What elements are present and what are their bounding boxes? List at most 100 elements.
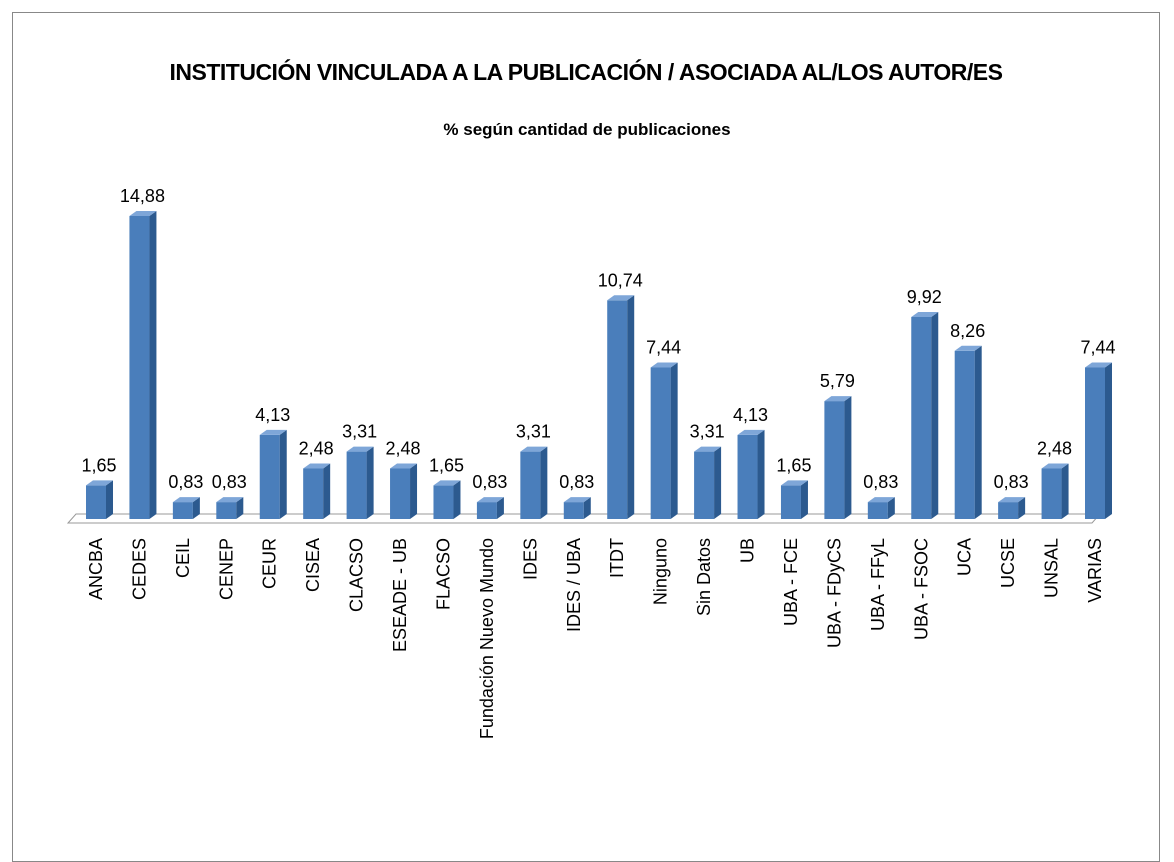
x-tick-label: CEUR bbox=[260, 538, 280, 589]
bar-top bbox=[607, 295, 635, 301]
x-tick-label: UBA - FCE bbox=[781, 538, 801, 626]
bar-front bbox=[780, 485, 801, 519]
bar bbox=[259, 429, 287, 519]
data-label: 2,48 bbox=[299, 439, 334, 459]
bar-top bbox=[694, 446, 722, 452]
bar-front bbox=[1085, 367, 1105, 519]
data-label: 10,74 bbox=[598, 270, 643, 290]
bar-front bbox=[998, 502, 1019, 519]
x-tick-label: CEDES bbox=[129, 538, 149, 600]
bar-side bbox=[670, 362, 678, 519]
bar-top bbox=[216, 497, 244, 503]
x-tick-label: Sin Datos bbox=[694, 538, 714, 616]
bar-top bbox=[867, 497, 895, 503]
bar-side bbox=[757, 429, 765, 519]
bar bbox=[954, 345, 982, 519]
bar-front bbox=[390, 468, 411, 519]
x-tick-label: UBA - FFyL bbox=[868, 538, 888, 631]
bar-side bbox=[149, 211, 157, 519]
bar bbox=[520, 446, 548, 519]
x-tick-label: Fundación Nuevo Mundo bbox=[477, 538, 497, 739]
bar-front bbox=[694, 451, 715, 519]
bar-top bbox=[259, 429, 287, 435]
bar-top bbox=[824, 396, 852, 402]
bar-top bbox=[780, 480, 808, 486]
bar bbox=[1085, 362, 1112, 519]
bar-front bbox=[954, 350, 975, 519]
bar bbox=[563, 497, 591, 519]
x-tick-label: UCSE bbox=[998, 538, 1018, 588]
data-label: 3,31 bbox=[516, 422, 551, 442]
bar-side bbox=[540, 446, 548, 519]
data-label: 0,83 bbox=[472, 472, 507, 492]
bar-side bbox=[410, 463, 418, 519]
bar-side bbox=[714, 446, 722, 519]
x-tick-label: IDES / UBA bbox=[564, 538, 584, 632]
data-label: 14,88 bbox=[120, 186, 165, 206]
x-tick-label: UNSAL bbox=[1042, 538, 1062, 598]
bar bbox=[737, 429, 765, 519]
x-tick-label: CENEP bbox=[216, 538, 236, 600]
bar-front bbox=[259, 434, 280, 519]
bar-side bbox=[496, 497, 504, 519]
data-label: 1,65 bbox=[776, 455, 811, 475]
bar-side bbox=[974, 345, 982, 519]
bar-top bbox=[954, 345, 982, 351]
data-label: 9,92 bbox=[907, 287, 942, 307]
x-tick-label: UB bbox=[738, 538, 758, 563]
bar-front bbox=[650, 367, 671, 519]
bar-side bbox=[931, 312, 939, 519]
data-label: 7,44 bbox=[1080, 338, 1115, 358]
bar-front bbox=[520, 451, 541, 519]
data-label: 7,44 bbox=[646, 338, 681, 358]
bar-top bbox=[911, 312, 939, 317]
x-tick-label: Ninguno bbox=[651, 538, 671, 605]
bar-top bbox=[998, 497, 1026, 503]
bar bbox=[303, 463, 331, 519]
bar-side bbox=[366, 446, 374, 519]
data-label: 2,48 bbox=[386, 439, 421, 459]
data-label: 3,31 bbox=[342, 422, 377, 442]
x-tick-label: UBA - FSOC bbox=[911, 538, 931, 640]
x-tick-label: ITDT bbox=[607, 538, 627, 578]
bar-front bbox=[563, 502, 584, 519]
data-label: 4,13 bbox=[255, 405, 290, 425]
data-label: 2,48 bbox=[1037, 439, 1072, 459]
bar-front bbox=[911, 317, 932, 519]
bar-side bbox=[800, 480, 808, 519]
data-label: 4,13 bbox=[733, 405, 768, 425]
bar-top bbox=[650, 362, 678, 368]
bar bbox=[650, 362, 678, 519]
data-label: 0,83 bbox=[212, 472, 247, 492]
x-tick-label: UBA - FDyCS bbox=[824, 538, 844, 648]
bar-top bbox=[476, 497, 504, 503]
bar bbox=[476, 497, 504, 519]
x-tick-label: CEIL bbox=[173, 538, 193, 578]
bar bbox=[607, 295, 635, 519]
bar-top bbox=[86, 480, 113, 486]
bar-side bbox=[192, 497, 200, 519]
data-label: 1,65 bbox=[81, 455, 116, 475]
data-label: 0,83 bbox=[559, 472, 594, 492]
bar-side bbox=[236, 497, 244, 519]
bar bbox=[780, 480, 808, 519]
data-label: 0,83 bbox=[994, 472, 1029, 492]
x-tick-label: FLACSO bbox=[433, 538, 453, 610]
bar-side bbox=[627, 295, 635, 519]
bar bbox=[129, 211, 157, 519]
bar bbox=[172, 497, 200, 519]
bar bbox=[216, 497, 244, 519]
bar-top bbox=[737, 429, 765, 435]
bar-side bbox=[106, 480, 113, 519]
bar-top bbox=[129, 211, 157, 216]
bar-side bbox=[887, 497, 895, 519]
bar-front bbox=[129, 216, 150, 519]
data-label: 3,31 bbox=[690, 422, 725, 442]
bar bbox=[86, 480, 113, 519]
bar-front bbox=[346, 451, 367, 519]
bar-side bbox=[323, 463, 331, 519]
bar-side bbox=[844, 396, 852, 519]
bar-front bbox=[824, 401, 845, 519]
bar-front bbox=[216, 502, 237, 519]
